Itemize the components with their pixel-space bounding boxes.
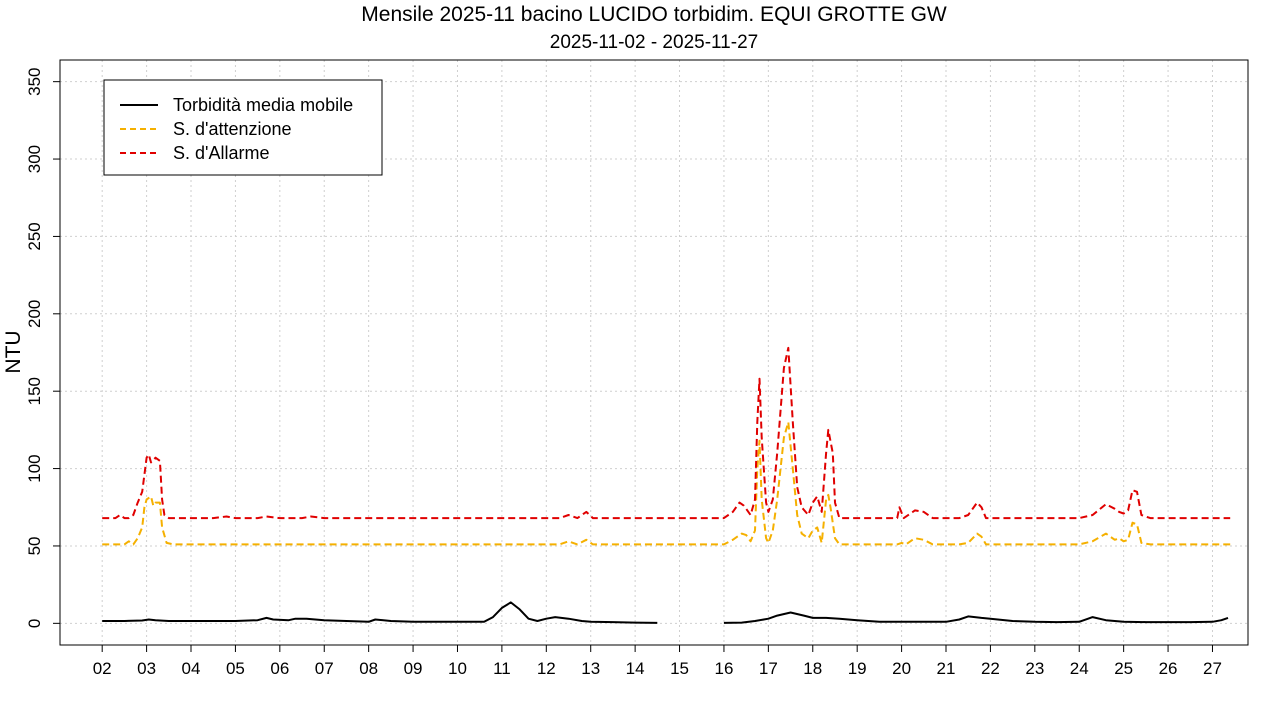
y-tick-label: 150 [25,377,44,405]
x-tick-label: 06 [270,659,289,678]
x-tick-label: 14 [626,659,645,678]
series-line-moving-average [723,611,1229,624]
x-tick-label: 07 [315,659,334,678]
x-tick-label: 04 [182,659,201,678]
x-tick-label: 02 [93,659,112,678]
x-tick-label: 13 [581,659,600,678]
x-tick-label: 08 [359,659,378,678]
y-tick-label: 50 [25,536,44,555]
x-tick-label: 09 [404,659,423,678]
y-tick-label: 350 [25,67,44,95]
x-axis: 02 03 04 05 06 07 08 09 10 11 12 13 14 15 16 17 18 19 20 21… [93,645,1222,678]
y-axis: 0 50 100 150 200 250 300 350 [25,67,60,628]
series-line-attention-threshold [102,421,1231,546]
y-axis-title: NTU [2,330,25,373]
legend-box [103,79,383,176]
y-tick-label: 300 [25,145,44,173]
y-tick-label: 100 [25,454,44,482]
x-tick-label: 21 [937,659,956,678]
x-tick-label: 18 [803,659,822,678]
x-tick-label: 11 [493,659,511,678]
legend-label-moving-average: Torbidità media mobile [173,95,353,115]
legend: Torbidità media mobile S. d'attenzione S… [103,79,383,176]
chart-subtitle: 2025-11-02 - 2025-11-27 [550,32,758,53]
x-tick-label: 23 [1025,659,1044,678]
x-tick-label: 22 [981,659,1000,678]
grid [60,60,1248,645]
x-tick-label: 16 [714,659,733,678]
series-layer [102,346,1231,624]
x-tick-label: 27 [1203,659,1222,678]
x-tick-label: 26 [1159,659,1178,678]
series-line-alarm-threshold [102,346,1231,520]
x-tick-label: 03 [137,659,156,678]
x-tick-label: 15 [670,659,689,678]
x-tick-label: 24 [1070,659,1089,678]
legend-label-attention: S. d'attenzione [173,119,292,139]
plot-frame [59,59,1249,646]
y-tick-label: 0 [25,619,44,628]
x-tick-label: 17 [759,659,778,678]
x-tick-label: 12 [537,659,556,678]
x-tick-label: 25 [1114,659,1133,678]
x-tick-label: 19 [848,659,867,678]
y-tick-label: 250 [25,222,44,250]
x-tick-label: 10 [448,659,467,678]
series-line-moving-average [102,601,658,624]
x-tick-label: 20 [892,659,911,678]
chart-title: Mensile 2025-11 bacino LUCIDO torbidim. … [361,3,947,26]
y-tick-label: 200 [25,300,44,328]
x-tick-label: 05 [226,659,245,678]
legend-label-alarm: S. d'Allarme [173,143,269,163]
